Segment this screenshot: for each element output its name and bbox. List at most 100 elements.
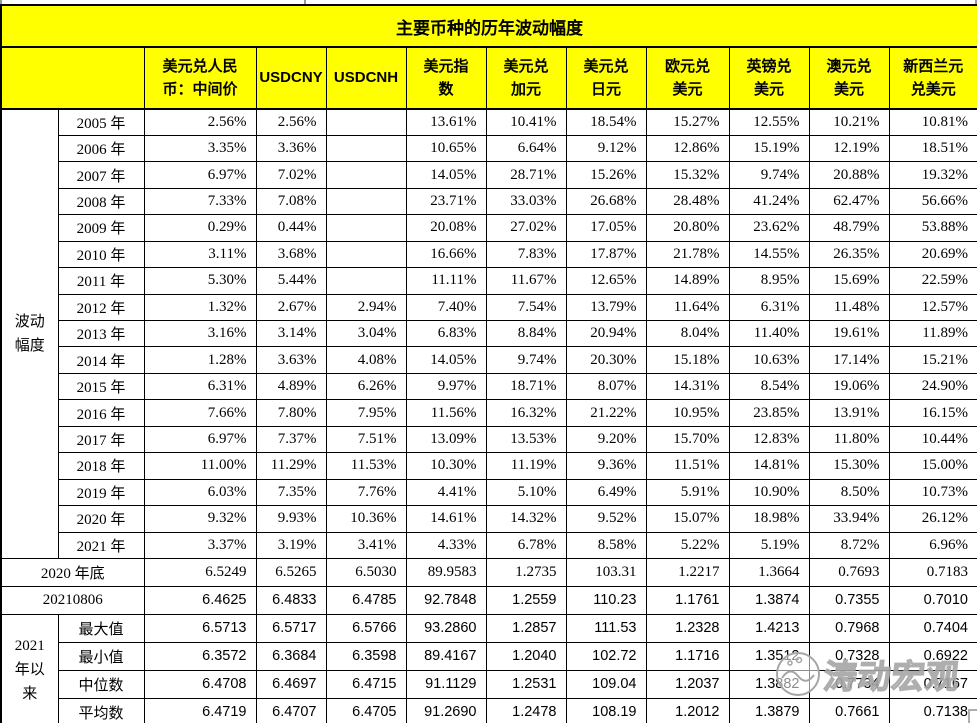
value-cell: 11.80%	[808, 425, 890, 454]
value-cell: 1.2012	[645, 697, 730, 723]
value-cell: 6.83%	[405, 319, 487, 348]
value-cell: 0.7404	[888, 613, 977, 643]
value-cell: 8.54%	[728, 372, 810, 401]
value-cell: 17.14%	[808, 346, 890, 374]
value-cell: 10.21%	[808, 108, 890, 136]
value-cell: 14.55%	[728, 240, 810, 269]
table-title: 主要币种的历年波动幅度	[0, 4, 977, 48]
value-cell: 20.30%	[565, 346, 647, 374]
value-cell: 12.19%	[808, 134, 890, 163]
value-cell: 0.7138	[888, 697, 977, 723]
value-cell: 21.78%	[645, 240, 730, 269]
value-cell: 11.67%	[485, 267, 567, 295]
value-cell: 7.95%	[325, 399, 407, 427]
value-cell: 11.53%	[325, 452, 407, 480]
value-cell: 9.74%	[728, 161, 810, 189]
value-cell: 33.03%	[485, 187, 567, 216]
value-cell: 48.79%	[808, 214, 890, 242]
value-cell: 41.24%	[728, 187, 810, 216]
value-cell: 12.55%	[728, 108, 810, 136]
value-cell: 11.64%	[645, 293, 730, 322]
value-cell: 28.48%	[645, 187, 730, 216]
value-cell: 6.4833	[255, 585, 327, 615]
value-cell: 6.4697	[255, 669, 327, 699]
table-row: 波动 幅度 2005 年 2.56% 2.56% 13.61% 10.41% 18.54% 1…	[0, 108, 977, 559]
summary-label-cell: 2020 年底	[0, 557, 145, 587]
value-cell: 5.91%	[645, 478, 730, 507]
value-cell: 15.26%	[565, 161, 647, 189]
value-cell: 1.2037	[645, 669, 730, 699]
value-cell: 27.02%	[485, 214, 567, 242]
value-cell: 20.94%	[565, 319, 647, 348]
value-cell: 0.7693	[808, 557, 890, 587]
value-cell: 12.57%	[888, 293, 977, 322]
value-cell: 11.40%	[728, 319, 810, 348]
fx-volatility-table: 主要币种的历年波动幅度 美元兑人民 币：中间价 USDCNY USDCNH 美元指 数…	[0, 4, 977, 723]
value-cell: 10.41%	[485, 108, 567, 136]
value-cell: 6.5030	[325, 557, 407, 587]
year-cell: 2021 年	[57, 531, 145, 559]
value-cell: 89.9583	[405, 557, 487, 587]
year-cell: 2020 年	[57, 505, 145, 533]
value-cell: 15.19%	[728, 134, 810, 163]
value-cell: 8.95%	[728, 267, 810, 295]
column-header-cell: 美元兑 日元	[565, 46, 647, 110]
value-cell: 1.2217	[645, 557, 730, 587]
value-cell: 56.66%	[888, 187, 977, 216]
value-cell: 20.80%	[645, 214, 730, 242]
grid-tick	[975, 0, 977, 4]
value-cell: 0.7355	[808, 585, 890, 615]
value-cell: 13.79%	[565, 293, 647, 322]
value-cell: 2.56%	[255, 108, 327, 136]
value-cell: 2.67%	[255, 293, 327, 322]
row-group-volatility: 波动 幅度	[0, 108, 59, 559]
column-header-cell: 新西兰元 兑美元	[888, 46, 977, 110]
table-row: 2011 年 5.30% 5.44% 11.11% 11.67% 12.65% 14.89%…	[1, 267, 977, 295]
value-cell: 7.51%	[325, 425, 407, 454]
year-cell: 2019 年	[57, 478, 145, 507]
table-row: 2007 年 6.97% 7.02% 14.05% 28.71% 15.26% 15.32%…	[1, 161, 977, 189]
table-row: 2009 年 0.29% 0.44% 20.08% 27.02% 17.05% 20.80%…	[1, 214, 977, 242]
table-row: 2013 年 3.16% 3.14% 3.04% 6.83% 8.84% 20.94% 8.0…	[1, 319, 977, 348]
value-cell: 1.2735	[485, 557, 567, 587]
value-cell: 1.2559	[485, 585, 567, 615]
value-cell: 14.89%	[645, 267, 730, 295]
value-cell: 9.74%	[485, 346, 567, 374]
value-cell: 5.44%	[255, 267, 327, 295]
value-cell: 2.94%	[325, 293, 407, 322]
value-cell: 9.93%	[255, 505, 327, 533]
value-cell: 93.2860	[405, 613, 487, 643]
value-cell: 33.94%	[808, 505, 890, 533]
column-header-cell: 欧元兑 美元	[645, 46, 730, 110]
value-cell: 6.97%	[143, 425, 257, 454]
value-cell: 16.15%	[888, 399, 977, 427]
year-cell: 2010 年	[57, 240, 145, 269]
value-cell: 8.58%	[565, 531, 647, 559]
summary-label-cell: 20210806	[0, 585, 145, 615]
value-cell: 6.4707	[255, 697, 327, 723]
value-cell: 7.80%	[255, 399, 327, 427]
value-cell: 13.61%	[405, 108, 487, 136]
value-cell: 5.10%	[485, 478, 567, 507]
value-cell: 26.68%	[565, 187, 647, 216]
value-cell: 0.44%	[255, 214, 327, 242]
value-cell: 0.7183	[888, 557, 977, 587]
value-cell: 10.95%	[645, 399, 730, 427]
column-header-cell: USDCNH	[325, 46, 407, 110]
header-row: 美元兑人民 币：中间价 USDCNY USDCNH 美元指 数美元兑 加元 美元兑 日元…	[0, 46, 977, 110]
value-cell: 15.07%	[645, 505, 730, 533]
value-cell: 9.97%	[405, 372, 487, 401]
value-cell: 91.1129	[405, 669, 487, 699]
header-corner-cell	[0, 46, 145, 110]
value-cell: 3.16%	[143, 319, 257, 348]
table-row: 2010 年 3.11% 3.68% 16.66% 7.83% 17.87% 21.78% 1…	[1, 240, 977, 269]
value-cell: 26.35%	[808, 240, 890, 269]
value-cell: 14.05%	[405, 346, 487, 374]
year-cell: 2006 年	[57, 134, 145, 163]
value-cell: 2.56%	[143, 108, 257, 136]
value-cell: 92.7848	[405, 585, 487, 615]
value-cell: 9.32%	[143, 505, 257, 533]
value-cell	[325, 187, 407, 216]
value-cell: 14.81%	[728, 452, 810, 480]
column-header-cell: USDCNY	[255, 46, 327, 110]
